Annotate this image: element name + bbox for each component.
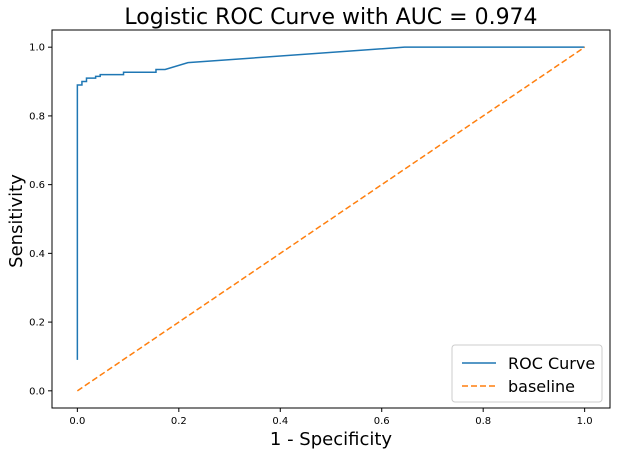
- x-tick-label: 0.4: [272, 416, 288, 427]
- y-tick-label: 1.0: [29, 43, 45, 54]
- y-tick-label: 0.2: [29, 318, 45, 329]
- chart-title: Logistic ROC Curve with AUC = 0.974: [124, 5, 537, 30]
- legend: ROC Curve baseline: [451, 344, 603, 403]
- x-tick-label: 0.0: [69, 416, 85, 427]
- baseline-line: [76, 46, 586, 392]
- legend-baseline-label: baseline: [508, 377, 575, 396]
- y-axis-label: Sensitivity: [6, 174, 27, 268]
- series-layer: [76, 46, 586, 392]
- plot-frame: [51, 29, 611, 409]
- legend-box: [451, 344, 603, 403]
- roc-curve-line: [76, 46, 585, 360]
- x-tick-label: 1.0: [577, 416, 593, 427]
- x-axis-label: 1 - Specificity: [270, 429, 393, 450]
- x-tick-label: 0.8: [475, 416, 491, 427]
- y-tick-label: 0.8: [29, 111, 45, 122]
- y-tick-label: 0.4: [29, 249, 45, 260]
- legend-roc-curve-label: ROC Curve: [508, 354, 595, 373]
- plot-area: 0.0 0.2 0.4 0.6 0.8 1.0 0.0 0.2 0.4 0.6 0.8 1.0: [29, 29, 611, 427]
- x-tick-label: 0.2: [171, 416, 187, 427]
- y-axis: 0.0 0.2 0.4 0.6 0.8 1.0: [29, 43, 52, 397]
- y-tick-label: 0.0: [29, 386, 45, 397]
- x-axis: 0.0 0.2 0.4 0.6 0.8 1.0: [69, 408, 593, 427]
- x-tick-label: 0.6: [374, 416, 390, 427]
- y-tick-label: 0.6: [29, 180, 45, 191]
